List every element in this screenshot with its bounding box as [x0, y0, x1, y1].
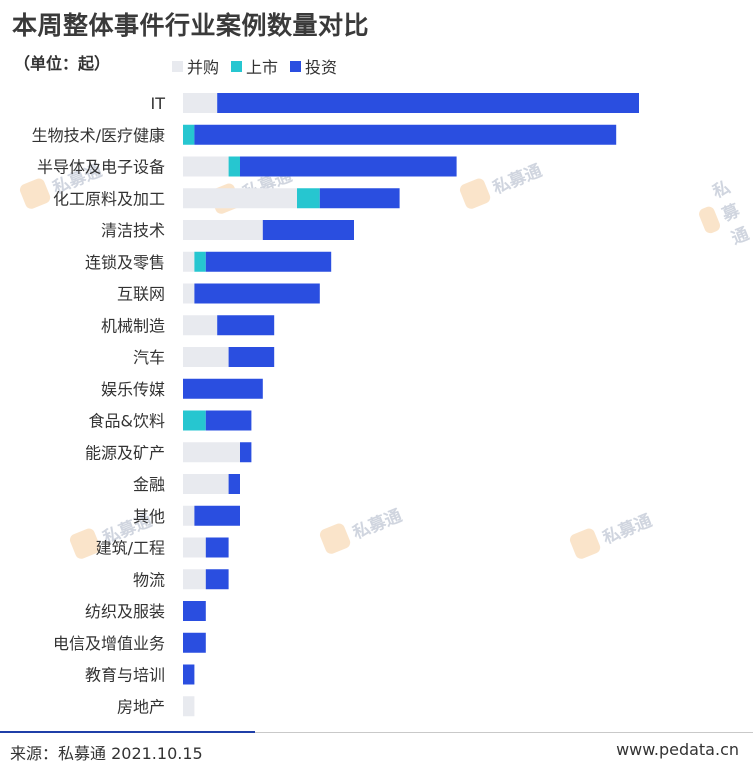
bar-merger: [183, 315, 218, 336]
bar-investment: [240, 156, 457, 177]
bar-investment: [217, 93, 639, 113]
bar-investment: [205, 410, 252, 431]
bar-investment: [194, 505, 240, 526]
chart-title: 本周整体事件行业案例数量对比: [12, 11, 370, 40]
category-label: 纺织及服装: [85, 602, 165, 621]
category-label: 教育与培训: [85, 666, 165, 685]
bar-ipo: [297, 188, 320, 209]
category-label: 半导体及电子设备: [37, 158, 165, 177]
legend-swatch-investment: [290, 60, 302, 72]
bar-ipo: [183, 410, 206, 431]
category-label: 其他: [133, 507, 165, 526]
legend: 并购 上市 投资: [172, 54, 349, 78]
bar-investment: [205, 569, 229, 590]
category-label: 娱乐传媒: [101, 380, 165, 399]
bar-investment: [183, 378, 263, 399]
bar-investment: [183, 632, 206, 653]
bar-investment: [205, 251, 332, 272]
category-label: 电信及增值业务: [53, 634, 165, 653]
unit-label: （单位：起）: [14, 54, 111, 73]
footer-divider: [0, 731, 255, 733]
legend-item-investment: 投资: [290, 54, 337, 78]
bar-ipo: [194, 251, 206, 272]
bar-investment: [217, 315, 275, 336]
category-label: 连锁及零售: [85, 253, 165, 272]
category-label: 物流: [133, 570, 165, 589]
bar-merger: [183, 569, 206, 590]
footer-divider: [255, 732, 753, 733]
category-label: 化工原料及加工: [53, 189, 165, 208]
legend-label-merger: 并购: [187, 58, 220, 77]
category-label: 汽车: [133, 348, 165, 367]
bar-investment: [240, 442, 252, 463]
bar-investment: [194, 283, 320, 304]
bar-merger: [183, 474, 229, 494]
bar-investment: [228, 474, 240, 494]
bar-merger: [183, 696, 195, 717]
bar-merger: [183, 156, 229, 177]
category-label: 能源及矿产: [85, 443, 165, 462]
bar-chart: IT 生物技术/医疗健康半导体及电子设备化工原料及加工清洁技术连锁及零售互联网机械…: [32, 93, 639, 717]
bar-merger: [183, 93, 218, 113]
bar-merger: [183, 220, 263, 240]
category-label: 房地产: [117, 697, 165, 716]
legend-item-merger: 并购: [172, 54, 219, 78]
bar-merger: [183, 251, 195, 272]
site-url: www.pedata.cn: [616, 740, 739, 759]
bar-merger: [183, 347, 229, 367]
bar-merger: [183, 283, 195, 304]
bar-merger: [183, 537, 206, 558]
category-label: 生物技术/医疗健康: [32, 126, 165, 145]
category-label: IT: [151, 94, 166, 113]
legend-label-ipo: 上市: [246, 58, 279, 77]
bar-merger: [183, 505, 195, 526]
legend-item-ipo: 上市: [231, 54, 278, 78]
bar-ipo: [183, 124, 195, 145]
bar-investment: [183, 601, 206, 621]
category-label: 互联网: [117, 285, 165, 304]
legend-swatch-merger: [172, 60, 183, 72]
bar-investment: [319, 188, 400, 209]
legend-swatch-ipo: [231, 60, 243, 72]
category-label: 食品&饮料: [89, 412, 165, 431]
legend-label-investment: 投资: [305, 58, 338, 77]
source-text: 来源：私募通 2021.10.15: [10, 744, 203, 763]
bar-merger: [183, 442, 240, 463]
bar-merger: [183, 188, 297, 209]
category-label: 金融: [133, 475, 165, 494]
bar-investment: [183, 664, 195, 685]
category-label: 清洁技术: [101, 221, 165, 240]
bar-investment: [262, 220, 354, 240]
bar-investment: [228, 347, 275, 367]
category-label: 建筑/工程: [96, 539, 165, 558]
bar-ipo: [228, 156, 240, 177]
category-label: 机械制造: [101, 316, 165, 335]
bar-investment: [194, 124, 617, 145]
bar-investment: [205, 537, 229, 558]
